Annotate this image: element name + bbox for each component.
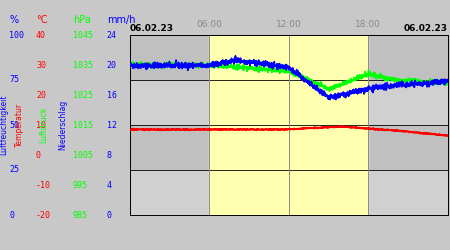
Text: 1015: 1015: [73, 120, 93, 130]
Text: 20: 20: [107, 60, 117, 70]
Text: 10: 10: [36, 120, 46, 130]
Bar: [130, 80, 448, 125]
Text: 20: 20: [36, 90, 46, 100]
Text: 06.02.23: 06.02.23: [404, 24, 448, 33]
Text: 1005: 1005: [73, 150, 93, 160]
Text: 16: 16: [107, 90, 117, 100]
Text: 25: 25: [9, 166, 19, 174]
Text: 1025: 1025: [73, 90, 93, 100]
Text: Temperatur: Temperatur: [15, 103, 24, 147]
Text: Niederschlag: Niederschlag: [58, 100, 68, 150]
Text: 1045: 1045: [73, 30, 93, 40]
Text: 24: 24: [107, 30, 117, 40]
Bar: [130, 35, 448, 80]
Text: 12: 12: [107, 120, 117, 130]
Text: Luftdruck: Luftdruck: [40, 107, 49, 143]
Text: 8: 8: [107, 150, 112, 160]
Text: 0: 0: [107, 210, 112, 220]
Text: 1035: 1035: [73, 60, 93, 70]
Text: 995: 995: [73, 180, 88, 190]
Bar: [130, 125, 448, 170]
Text: 0: 0: [36, 150, 41, 160]
Text: 75: 75: [9, 76, 19, 84]
Text: -20: -20: [36, 210, 51, 220]
Text: 100: 100: [9, 30, 24, 40]
Text: 06.02.23: 06.02.23: [130, 24, 174, 33]
Text: mm/h: mm/h: [107, 15, 135, 25]
Text: 0: 0: [9, 210, 14, 220]
Text: °C: °C: [36, 15, 48, 25]
Text: 50: 50: [9, 120, 19, 130]
Text: %: %: [9, 15, 18, 25]
Text: -10: -10: [36, 180, 51, 190]
Text: 985: 985: [73, 210, 88, 220]
Text: Luftfeuchtigkeit: Luftfeuchtigkeit: [0, 95, 8, 155]
Text: 30: 30: [36, 60, 46, 70]
Bar: [209, 35, 368, 215]
Text: 40: 40: [36, 30, 46, 40]
Text: hPa: hPa: [73, 15, 91, 25]
Bar: [130, 170, 448, 215]
Text: 4: 4: [107, 180, 112, 190]
